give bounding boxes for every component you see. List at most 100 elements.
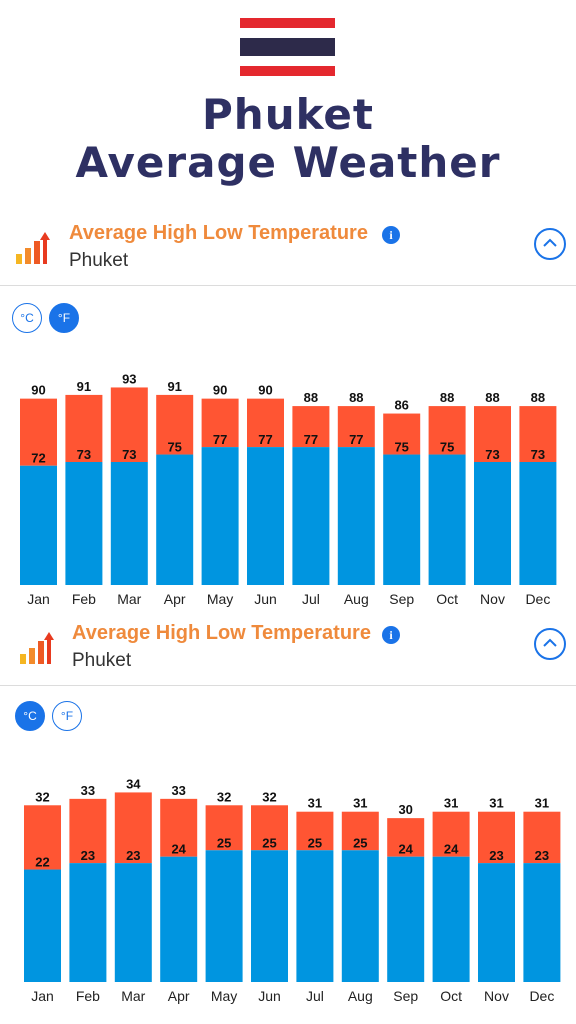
high-temp-bar[interactable] [69, 798, 107, 864]
high-temp-bar[interactable] [114, 792, 152, 864]
low-temp-bar[interactable] [519, 462, 557, 585]
panel-title: Average High Low Temperature [69, 222, 368, 244]
high-temp-label: 32 [217, 789, 231, 804]
month-tick-label: Mar [121, 988, 145, 1004]
low-temp-label: 25 [262, 835, 276, 850]
high-temp-label: 88 [304, 390, 318, 405]
month-tick-label: Mar [117, 591, 141, 607]
low-temp-bar[interactable] [69, 863, 107, 982]
month-tick-label: Nov [484, 988, 509, 1004]
month-tick-label: Dec [525, 591, 550, 607]
month-tick-label: Jan [27, 591, 50, 607]
low-temp-bar[interactable] [428, 454, 466, 585]
high-temp-bar[interactable] [432, 811, 470, 857]
month-tick-label: Jul [306, 988, 324, 1004]
temperature-chart-fahrenheit: 90 72 Jan 91 73 Feb 93 73 Mar 91 75 Apr 90 77 May 90 77 J… [0, 370, 576, 610]
low-temp-bar[interactable] [110, 462, 148, 585]
high-temp-bar[interactable] [110, 387, 148, 462]
high-temp-bar[interactable] [160, 798, 198, 857]
low-temp-bar[interactable] [205, 850, 243, 982]
high-temp-bar[interactable] [20, 398, 57, 466]
high-temp-bar[interactable] [65, 394, 103, 462]
low-temp-bar[interactable] [292, 447, 330, 585]
low-temp-bar[interactable] [478, 863, 515, 982]
low-temp-bar[interactable] [247, 447, 284, 585]
chevron-up-icon [543, 238, 557, 247]
unit-celsius-button[interactable]: °C [15, 701, 45, 731]
low-temp-label: 72 [31, 451, 45, 466]
high-temp-bar[interactable] [383, 413, 421, 455]
low-temp-bar[interactable] [523, 863, 561, 982]
low-temp-bar[interactable] [387, 856, 425, 982]
low-temp-label: 23 [535, 848, 549, 863]
low-temp-bar[interactable] [20, 465, 57, 585]
collapse-button[interactable] [534, 228, 566, 260]
low-temp-label: 24 [171, 842, 186, 857]
thailand-flag [240, 18, 335, 76]
low-temp-bar[interactable] [474, 462, 511, 585]
low-temp-label: 24 [444, 842, 459, 857]
low-temp-bar[interactable] [341, 850, 379, 982]
high-temp-label: 91 [77, 379, 91, 394]
high-temp-label: 88 [531, 390, 545, 405]
panel-location: Phuket [72, 650, 132, 671]
unit-fahrenheit-button[interactable]: °F [52, 701, 82, 731]
high-temp-bar[interactable] [247, 398, 284, 448]
month-tick-label: Dec [529, 988, 554, 1004]
high-temp-label: 32 [35, 789, 49, 804]
high-temp-label: 31 [535, 796, 549, 811]
low-temp-label: 77 [258, 432, 272, 447]
high-temp-label: 31 [308, 796, 322, 811]
high-temp-bar[interactable] [201, 398, 239, 448]
unit-fahrenheit-button[interactable]: °F [49, 303, 79, 333]
trend-chart-icon [20, 632, 54, 664]
low-temp-bar[interactable] [296, 850, 334, 982]
high-temp-bar[interactable] [156, 394, 194, 455]
month-tick-label: Jun [258, 988, 281, 1004]
low-temp-bar[interactable] [24, 869, 61, 982]
high-temp-bar[interactable] [519, 406, 557, 462]
high-temp-bar[interactable] [251, 805, 288, 851]
high-temp-label: 90 [213, 383, 227, 398]
info-icon[interactable]: i [382, 226, 400, 244]
month-tick-label: Sep [389, 591, 414, 607]
panel-title: Average High Low Temperature [72, 622, 371, 644]
low-temp-label: 75 [440, 440, 454, 455]
low-temp-bar[interactable] [114, 863, 152, 982]
high-temp-bar[interactable] [24, 805, 61, 870]
trend-chart-icon [16, 232, 50, 264]
high-temp-bar[interactable] [296, 811, 334, 851]
high-temp-bar[interactable] [292, 406, 330, 448]
high-temp-label: 91 [167, 379, 181, 394]
high-temp-bar[interactable] [474, 406, 511, 462]
low-temp-bar[interactable] [65, 462, 103, 585]
high-temp-bar[interactable] [341, 811, 379, 851]
low-temp-bar[interactable] [337, 447, 375, 585]
high-temp-bar[interactable] [337, 406, 375, 448]
low-temp-bar[interactable] [432, 856, 470, 982]
low-temp-label: 25 [353, 835, 367, 850]
low-temp-label: 24 [398, 842, 413, 857]
high-temp-bar[interactable] [478, 811, 515, 864]
temperature-panel-celsius: Average High Low Temperature i Phuket °C… [0, 620, 576, 1024]
high-temp-label: 33 [171, 783, 185, 798]
bar-chart: 32 22 Jan 33 23 Feb 34 23 Mar 33 24 Apr 32 25 May 32 25 J… [24, 776, 561, 1004]
info-icon[interactable]: i [382, 626, 400, 644]
low-temp-label: 73 [485, 447, 499, 462]
low-temp-bar[interactable] [160, 856, 198, 982]
low-temp-bar[interactable] [251, 850, 288, 982]
high-temp-bar[interactable] [523, 811, 561, 864]
unit-celsius-button[interactable]: °C [12, 303, 42, 333]
high-temp-label: 31 [444, 796, 458, 811]
high-temp-bar[interactable] [387, 818, 425, 857]
month-tick-label: Oct [436, 591, 458, 607]
high-temp-label: 88 [349, 390, 363, 405]
high-temp-bar[interactable] [428, 406, 466, 455]
high-temp-bar[interactable] [205, 805, 243, 851]
low-temp-bar[interactable] [201, 447, 239, 585]
collapse-button[interactable] [534, 628, 566, 660]
month-tick-label: Jun [254, 591, 277, 607]
low-temp-bar[interactable] [383, 454, 421, 585]
low-temp-label: 25 [217, 835, 231, 850]
low-temp-bar[interactable] [156, 454, 194, 585]
